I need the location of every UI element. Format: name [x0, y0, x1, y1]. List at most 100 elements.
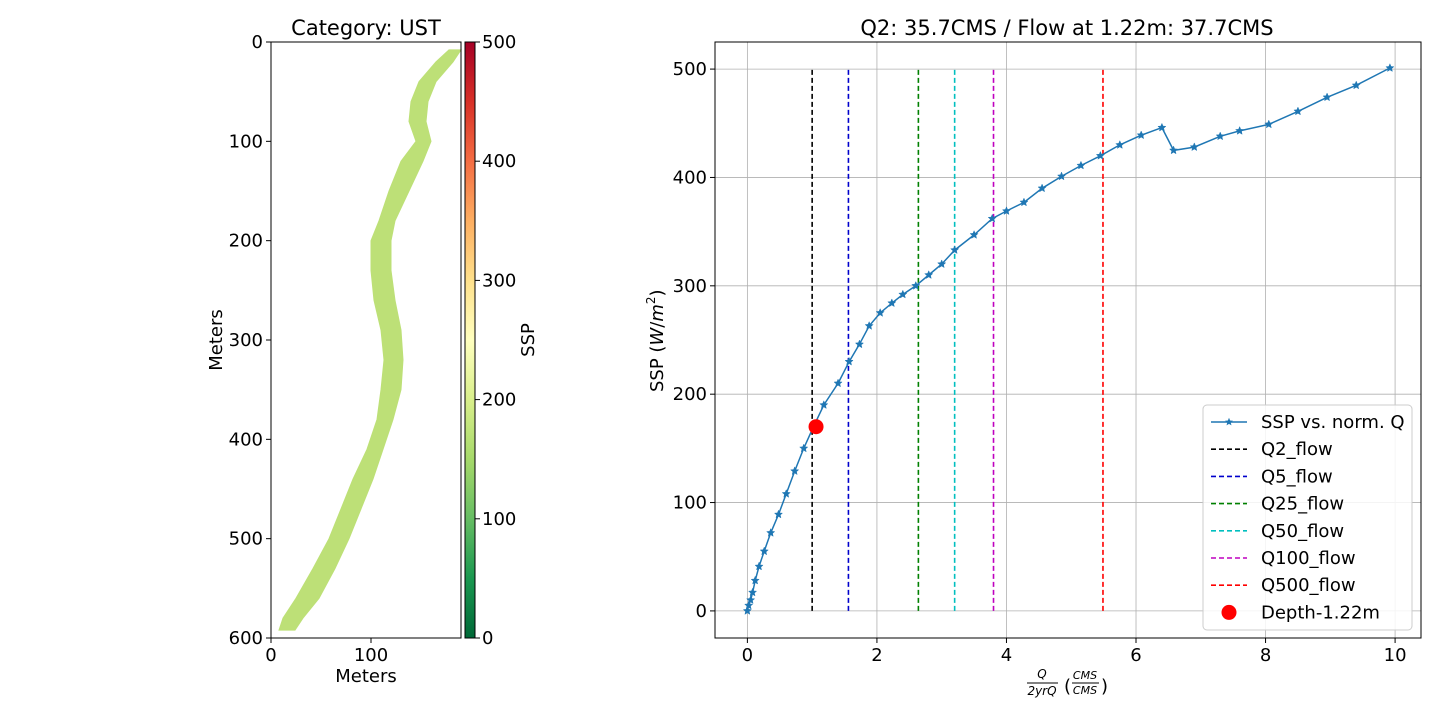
ssp-star-marker: [1076, 160, 1086, 170]
x-label-unit-numerator: CMS: [1073, 669, 1097, 682]
ssp-star-marker: [1385, 63, 1395, 72]
legend-label: Q2_flow: [1261, 439, 1333, 460]
ssp-star-marker: [887, 298, 897, 308]
map-x-ticks: 0 100: [265, 638, 388, 666]
line-x-axis-label: Q 2yrQ ( CMS CMS ): [1027, 667, 1108, 698]
x-label-close-paren: ): [1101, 676, 1108, 697]
colorbar-label: SSP: [518, 323, 539, 357]
map-x-tick-label: 100: [354, 645, 388, 666]
line-y-tick-label: 300: [673, 276, 707, 297]
map-y-axis-label: Meters: [206, 309, 227, 371]
map-y-tick-label: 200: [229, 231, 263, 252]
x-label-numerator: Q: [1037, 667, 1046, 681]
line-x-tick-label: 6: [1130, 645, 1141, 666]
ssp-star-marker: [937, 259, 947, 269]
ssp-star-marker: [1095, 150, 1105, 160]
ssp-star-marker: [799, 443, 809, 453]
map-x-tick-label: 0: [265, 645, 276, 666]
line-x-tick-label: 10: [1384, 645, 1407, 666]
colorbar-ticks: 0 100 200 300 400 500: [475, 32, 516, 649]
line-y-axis-label: SSP (W/m2): [644, 289, 668, 392]
x-label-unit-denominator: CMS: [1073, 684, 1097, 697]
map-title: Category: UST: [291, 16, 441, 40]
line-y-tick-label: 0: [696, 601, 707, 622]
ssp-star-marker: [759, 546, 769, 556]
ssp-star-marker: [1215, 131, 1225, 141]
map-y-tick-label: 600: [229, 628, 263, 649]
line-x-tick-label: 2: [871, 645, 882, 666]
legend-frame: [1202, 404, 1413, 631]
ssp-star-marker: [898, 289, 908, 299]
legend-label: Q5_flow: [1261, 466, 1333, 487]
ssp-star-marker: [742, 606, 753, 615]
ssp-star-marker: [1322, 92, 1332, 102]
legend-items: SSP vs. norm. Q Q2_flow Q5_flow Q25_flow Q50…: [1211, 412, 1405, 623]
ssp-star-marker: [854, 339, 865, 349]
ssp-star-marker: [987, 213, 997, 223]
line-x-tick-label: 4: [1001, 645, 1012, 666]
ssp-star-marker: [911, 280, 921, 290]
line-y-tick-label: 200: [673, 384, 707, 405]
legend-label: Q500_flow: [1261, 575, 1356, 596]
legend-label: Depth-1.22m: [1261, 602, 1380, 623]
colorbar-gradient: [464, 41, 476, 639]
ssp-star-marker: [950, 245, 960, 254]
line-panel: Q2: 35.7CMS / Flow at 1.22m: 37.7CMS 0 2 4…: [644, 16, 1422, 698]
ssp-star-marker: [747, 587, 758, 597]
legend-swatch-point: [1221, 604, 1237, 620]
line-x-tick-label: 8: [1260, 645, 1271, 666]
ssp-star-marker: [1037, 183, 1047, 193]
line-x-ticks: 0 2 4 6 8 10: [742, 638, 1407, 666]
ssp-star-marker: [1019, 197, 1029, 207]
line-chart-title: Q2: 35.7CMS / Flow at 1.22m: 37.7CMS: [860, 16, 1273, 40]
depth-point-marker: [808, 419, 824, 435]
map-y-ticks: 0 100 200 300 400 500 600: [229, 32, 271, 649]
map-y-tick-label: 0: [252, 32, 263, 53]
x-label-open-paren: (: [1064, 676, 1071, 697]
ssp-star-marker: [1136, 130, 1146, 140]
colorbar-tick-label: 400: [482, 151, 516, 172]
ssp-star-marker: [750, 575, 760, 585]
colorbar: 0 100 200 300 400 500 SSP: [464, 32, 539, 649]
legend-label: Q100_flow: [1261, 548, 1356, 569]
colorbar-tick-label: 100: [482, 509, 516, 530]
legend: SSP vs. norm. Q Q2_flow Q5_flow Q25_flow Q50…: [1202, 404, 1413, 631]
ssp-star-marker: [1168, 145, 1179, 155]
legend-swatch-star: [1225, 417, 1233, 426]
map-frame: [270, 41, 462, 639]
map-y-tick-label: 400: [229, 429, 263, 450]
x-label-denominator: 2yrQ: [1027, 684, 1056, 698]
colorbar-tick-label: 200: [482, 390, 516, 411]
ssp-star-marker: [1115, 140, 1125, 149]
line-y-tick-label: 100: [673, 493, 707, 514]
line-y-tick-label: 400: [673, 167, 707, 188]
line-plot-frame: [714, 41, 1422, 639]
line-vlines: [811, 69, 1104, 611]
line-y-ticks: 0 100 200 300 400 500: [673, 59, 715, 622]
map-panel: Category: UST 0 100 0 100 200 300 400 500 600 M…: [206, 16, 462, 687]
channel-shape: [278, 49, 462, 631]
ssp-star-marker: [1293, 106, 1303, 116]
legend-label: SSP vs. norm. Q: [1261, 412, 1405, 433]
map-y-tick-label: 500: [229, 529, 263, 550]
ssp-star-marker: [1001, 206, 1012, 215]
map-x-axis-label: Meters: [335, 666, 397, 687]
ssp-star-marker: [1056, 171, 1067, 181]
ssp-star-marker: [1157, 122, 1167, 132]
ssp-star-marker: [744, 600, 754, 610]
ssp-star-marker: [746, 595, 756, 604]
colorbar-tick-label: 500: [482, 32, 516, 53]
ssp-star-marker: [1264, 119, 1274, 129]
ssp-star-marker: [754, 561, 764, 571]
map-y-tick-label: 100: [229, 131, 263, 152]
line-x-tick-label: 0: [742, 645, 753, 666]
legend-label: Q25_flow: [1261, 494, 1344, 515]
ssp-star-marker: [781, 489, 791, 498]
ssp-star-marker: [844, 356, 854, 366]
map-plot-area: [270, 41, 462, 639]
colorbar-tick-label: 300: [482, 270, 516, 291]
colorbar-tick-label: 0: [482, 628, 493, 649]
ssp-star-marker: [819, 400, 829, 409]
ssp-star-marker: [1351, 80, 1361, 90]
